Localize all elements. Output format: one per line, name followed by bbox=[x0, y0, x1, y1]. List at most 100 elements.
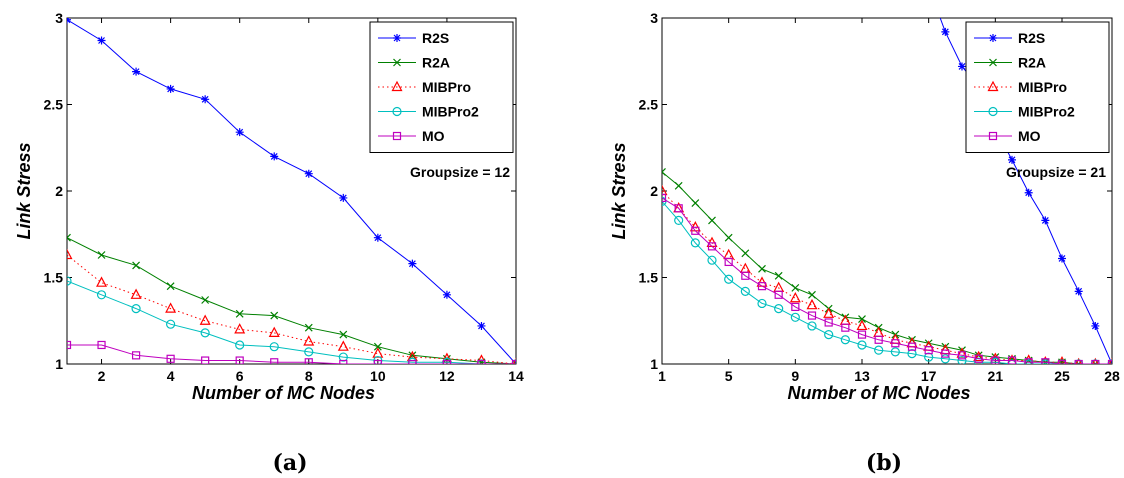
x-tick-label: 12 bbox=[439, 368, 455, 384]
data-point-r2s bbox=[235, 128, 244, 137]
data-point-mo bbox=[974, 354, 983, 363]
y-tick-label: 1 bbox=[650, 356, 658, 372]
legend-marker-r2a bbox=[393, 58, 401, 67]
data-point-r2s bbox=[270, 152, 279, 161]
data-point-mo bbox=[757, 282, 767, 291]
data-point-mibpro2 bbox=[874, 345, 884, 355]
legend-marker-mibpro2 bbox=[988, 106, 998, 117]
legend-label-mo: MO bbox=[1018, 128, 1041, 144]
series-group bbox=[662, 18, 1112, 364]
data-point-mo bbox=[924, 346, 933, 355]
data-point-mibpro bbox=[476, 354, 487, 364]
data-point-mibpro bbox=[806, 298, 818, 310]
data-point-mibpro2 bbox=[1040, 359, 1050, 364]
data-point-mibpro bbox=[268, 326, 280, 337]
data-point-r2a bbox=[304, 323, 313, 332]
data-point-mo bbox=[674, 204, 683, 213]
data-point-mo bbox=[791, 302, 800, 312]
data-point-mibpro2 bbox=[840, 335, 850, 345]
y-tick-label: 2.5 bbox=[639, 97, 659, 113]
data-point-mo bbox=[1057, 359, 1067, 364]
data-point-mibpro2 bbox=[690, 238, 700, 248]
data-point-mibpro2 bbox=[131, 304, 141, 314]
data-point-r2a bbox=[166, 282, 175, 291]
data-point-mibpro2 bbox=[67, 276, 72, 286]
data-point-r2s bbox=[67, 18, 71, 24]
data-point-mo bbox=[373, 359, 382, 364]
data-point-mo bbox=[1074, 359, 1083, 364]
data-point-mibpro2 bbox=[674, 215, 684, 226]
data-point-mo bbox=[201, 356, 210, 364]
x-tick-label: 28 bbox=[1104, 368, 1120, 384]
legend-label-mo: MO bbox=[422, 128, 445, 144]
data-point-r2a bbox=[791, 283, 800, 292]
data-point-mibpro bbox=[512, 357, 516, 364]
y-tick-label: 2 bbox=[55, 183, 63, 199]
data-point-r2a bbox=[339, 330, 348, 339]
legend-marker-mo bbox=[988, 131, 998, 141]
data-point-mo bbox=[691, 226, 700, 235]
data-point-mibpro2 bbox=[304, 347, 314, 357]
chart-a: 1 1.5 2 2.5 3 2 4 6 8 10 12 14 Number of MC Nodes Lin… bbox=[14, 10, 524, 476]
data-point-r2s bbox=[442, 290, 451, 299]
x-tick-label: 9 bbox=[791, 368, 799, 384]
data-point-r2s bbox=[304, 169, 313, 178]
data-point-r2s bbox=[1041, 216, 1050, 225]
data-point-mibpro2 bbox=[200, 328, 210, 338]
data-point-mo bbox=[1007, 356, 1017, 364]
data-point-mo bbox=[891, 339, 900, 348]
data-point-r2a bbox=[1074, 360, 1083, 364]
data-point-mibpro bbox=[199, 314, 211, 325]
data-point-mibpro2 bbox=[824, 329, 834, 340]
data-point-r2s bbox=[1058, 254, 1066, 263]
data-point-r2a bbox=[235, 309, 244, 318]
data-point-mibpro2 bbox=[940, 354, 950, 364]
legend-marker-r2s bbox=[393, 34, 401, 42]
x-tick-label: 6 bbox=[236, 368, 244, 384]
data-point-mibpro bbox=[130, 288, 142, 299]
x-tick-label: 1 bbox=[658, 368, 666, 384]
data-point-mo bbox=[1091, 359, 1100, 364]
legend-label-mibpro2: MIBPro2 bbox=[422, 104, 479, 120]
data-point-mibpro2 bbox=[235, 340, 245, 350]
x-tick-label: 2 bbox=[98, 368, 106, 384]
legend-marker-r2s bbox=[989, 34, 997, 42]
data-point-r2s bbox=[132, 67, 141, 76]
legend-marker-mibpro2 bbox=[392, 106, 402, 117]
data-point-mo bbox=[408, 359, 417, 364]
data-point-r2a bbox=[270, 311, 279, 320]
y-tick-label: 3 bbox=[55, 10, 63, 26]
data-point-mibpro2 bbox=[807, 321, 817, 331]
data-point-r2a bbox=[132, 261, 141, 270]
data-point-mibpro bbox=[856, 319, 868, 331]
legend-marker-mibpro bbox=[987, 80, 999, 92]
series-line-mo bbox=[67, 344, 516, 364]
legend-marker-r2a bbox=[989, 58, 997, 67]
data-point-mo bbox=[339, 359, 348, 364]
series-line-r2a bbox=[67, 237, 516, 364]
x-tick-label: 10 bbox=[370, 368, 386, 384]
data-point-mibpro bbox=[303, 335, 315, 346]
data-point-mibpro bbox=[1075, 357, 1082, 364]
groupsize-annotation: Groupsize = 12 bbox=[410, 164, 510, 180]
y-tick-label: 1.5 bbox=[639, 270, 659, 286]
series-line-mibpro bbox=[662, 190, 1112, 364]
legend-label-r2a: R2A bbox=[422, 55, 450, 71]
x-axis-label: Number of MC Nodes bbox=[787, 383, 970, 403]
y-tick-label: 2 bbox=[650, 183, 658, 199]
data-point-mo bbox=[1041, 358, 1050, 364]
data-point-mibpro2 bbox=[740, 286, 750, 296]
data-point-mo bbox=[97, 340, 106, 350]
data-point-mo bbox=[270, 358, 279, 364]
data-point-mo bbox=[857, 330, 867, 339]
data-point-r2s bbox=[1091, 321, 1100, 330]
series-line-r2s bbox=[67, 19, 516, 364]
data-point-mibpro2 bbox=[269, 342, 279, 352]
data-point-mibpro bbox=[1108, 357, 1112, 364]
y-tick-label: 2.5 bbox=[44, 97, 64, 113]
data-point-mo bbox=[991, 356, 1000, 364]
series-line-mibpro2 bbox=[67, 280, 516, 364]
groupsize-annotation: Groupsize = 21 bbox=[1006, 164, 1106, 180]
data-point-mo bbox=[957, 351, 967, 360]
